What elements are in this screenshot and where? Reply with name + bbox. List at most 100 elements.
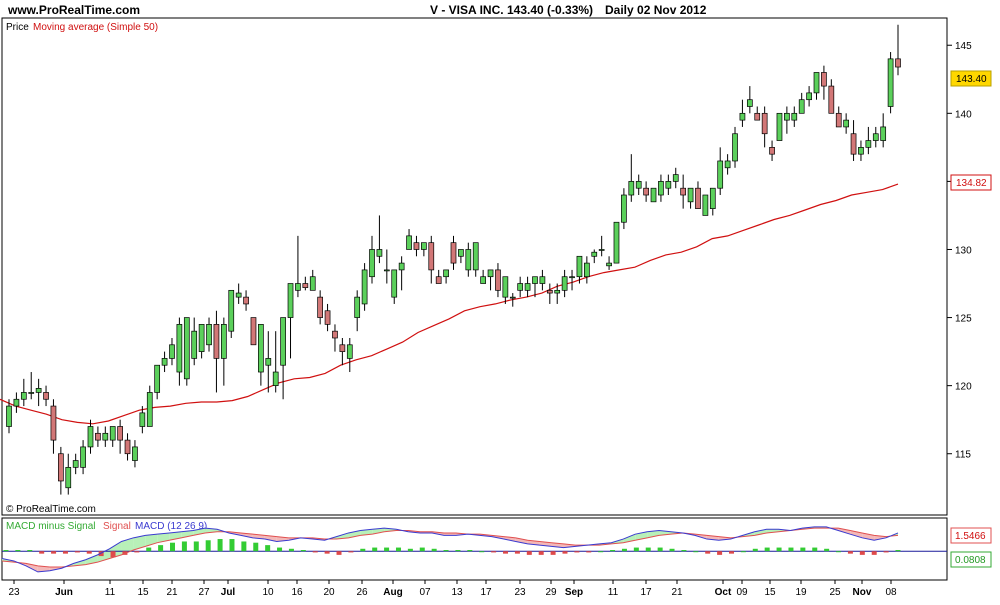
candle	[695, 181, 701, 209]
macd-hist-bar	[241, 541, 247, 552]
macd-hist-bar	[491, 551, 497, 553]
candle-body	[746, 99, 753, 107]
macd-hist-bar	[336, 551, 342, 555]
time-tick-label: 27	[198, 587, 210, 598]
candle-body	[472, 242, 479, 271]
candle	[665, 174, 672, 196]
candle-body	[295, 283, 301, 291]
macd-fill-segment	[264, 535, 277, 542]
candle-body	[302, 283, 309, 288]
candle	[428, 235, 435, 284]
candle	[724, 154, 731, 175]
candle-body	[828, 85, 835, 114]
candle	[569, 269, 575, 291]
candle-body	[813, 72, 820, 94]
macd-hist-bar	[3, 550, 9, 552]
candle-body	[87, 426, 94, 448]
candle-body	[309, 276, 316, 291]
macd-hist-bar	[86, 551, 92, 554]
candle	[880, 113, 887, 148]
candle	[43, 385, 49, 407]
candle	[539, 269, 546, 291]
candle	[865, 126, 872, 155]
candle-body	[450, 242, 457, 264]
candle-body	[413, 242, 420, 250]
candle	[13, 392, 20, 413]
candle-body	[532, 276, 538, 284]
candle-body	[687, 187, 694, 203]
candle-body	[487, 269, 494, 278]
candle-body	[6, 405, 12, 427]
candle	[339, 337, 346, 366]
candle	[895, 24, 901, 76]
candle-body	[109, 426, 116, 441]
candle	[87, 419, 94, 454]
time-tick-label: Jun	[55, 587, 73, 598]
candle-body	[220, 324, 227, 359]
candle-body	[539, 276, 546, 284]
macd-fill-segment	[862, 532, 875, 541]
candle	[435, 269, 442, 284]
candle-body	[169, 344, 175, 359]
macd-fill-segment	[157, 532, 170, 543]
time-tick-label: 07	[419, 587, 431, 598]
macd-fill-segment	[181, 530, 194, 538]
macd-fill-segment	[372, 528, 385, 535]
macd-fill-segment	[563, 543, 576, 548]
macd-hist-bar	[467, 550, 473, 552]
time-tick-label: 09	[736, 587, 748, 598]
last-price-tag	[950, 70, 992, 87]
candle	[465, 242, 472, 277]
macd-hist-bar	[550, 551, 556, 555]
candle	[146, 385, 153, 427]
candle	[191, 317, 198, 366]
candle	[517, 276, 524, 298]
time-tick-label: 25	[829, 587, 841, 598]
candle	[124, 433, 131, 461]
candle	[739, 99, 746, 127]
macd-hist-bar	[74, 551, 80, 553]
candle-body	[80, 446, 86, 468]
candle	[228, 289, 235, 338]
price-tick-label: 120	[955, 382, 972, 393]
candle	[183, 317, 190, 386]
candle	[406, 229, 412, 250]
candle	[287, 283, 294, 359]
macd-hist-bar	[740, 551, 746, 553]
candle	[687, 187, 694, 209]
candle-body	[65, 466, 72, 489]
candle-body	[524, 283, 531, 291]
candle-body	[465, 249, 472, 271]
macd-hist-bar	[812, 547, 818, 552]
macd-hist-bar	[39, 551, 45, 554]
candle	[369, 235, 375, 284]
macd-hist-bar	[538, 551, 544, 555]
hist-tag-text: 0.0808	[955, 555, 986, 566]
candle-body	[495, 269, 501, 291]
macd-tag	[950, 527, 992, 544]
candle-body	[13, 398, 20, 407]
candle	[732, 126, 738, 168]
macd-signal-legend: Signal	[103, 521, 131, 532]
candle-body	[621, 194, 627, 223]
candle-body	[635, 181, 642, 189]
price-axis: 145140135130125120115	[947, 41, 972, 461]
candle-body	[606, 262, 612, 267]
candle-body	[517, 283, 524, 291]
candle-body	[576, 255, 583, 278]
candle-body	[369, 249, 375, 278]
macd-hist-bar	[752, 548, 758, 552]
ma-price-tag	[950, 174, 992, 191]
candle	[761, 106, 768, 148]
macd-hist-bar	[395, 547, 401, 552]
macd-hist-bar	[158, 545, 164, 552]
candle-body	[717, 160, 724, 189]
macd-fill-segment	[37, 565, 50, 572]
candle-body	[598, 249, 605, 251]
site-url[interactable]: www.ProRealTime.com	[7, 3, 140, 17]
macd-hist-bar	[847, 551, 853, 554]
macd-hist-bar	[479, 551, 485, 553]
macd-hist-bar	[62, 551, 68, 554]
macd-legend: MACD (12 26 9)	[135, 521, 207, 532]
